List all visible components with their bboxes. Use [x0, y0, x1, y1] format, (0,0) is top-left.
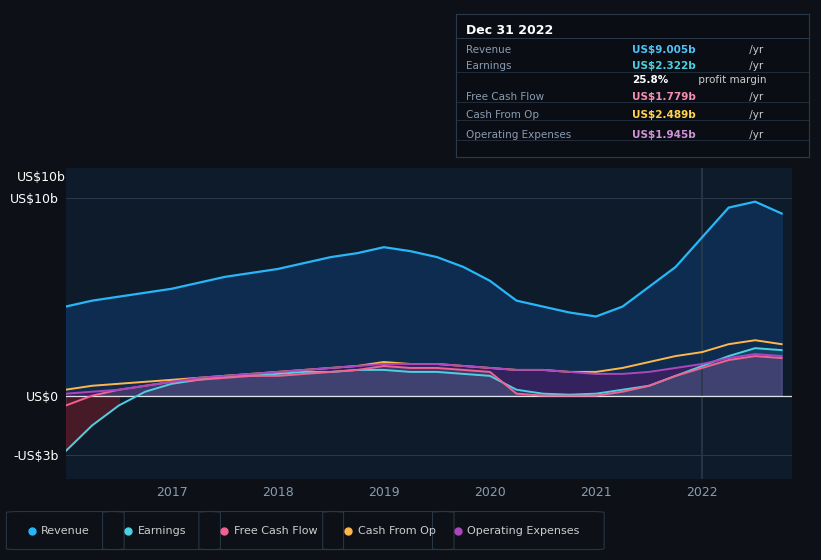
Text: US$10b: US$10b	[16, 171, 66, 184]
Text: /yr: /yr	[745, 110, 763, 120]
Text: Cash From Op: Cash From Op	[466, 110, 539, 120]
Text: profit margin: profit margin	[695, 74, 767, 85]
Text: /yr: /yr	[745, 92, 763, 102]
Text: US$2.489b: US$2.489b	[632, 110, 696, 120]
Text: Earnings: Earnings	[138, 526, 186, 535]
Text: US$1.779b: US$1.779b	[632, 92, 696, 102]
Text: US$2.322b: US$2.322b	[632, 61, 696, 71]
Text: Dec 31 2022: Dec 31 2022	[466, 24, 553, 37]
Text: Operating Expenses: Operating Expenses	[467, 526, 580, 535]
Text: Operating Expenses: Operating Expenses	[466, 130, 571, 139]
Text: Revenue: Revenue	[466, 45, 511, 55]
Text: Cash From Op: Cash From Op	[358, 526, 436, 535]
Text: 25.8%: 25.8%	[632, 74, 668, 85]
Text: Earnings: Earnings	[466, 61, 511, 71]
Text: /yr: /yr	[745, 130, 763, 139]
Text: /yr: /yr	[745, 61, 763, 71]
Text: Free Cash Flow: Free Cash Flow	[466, 92, 544, 102]
Text: /yr: /yr	[745, 45, 763, 55]
Text: US$1.945b: US$1.945b	[632, 130, 696, 139]
Text: US$9.005b: US$9.005b	[632, 45, 695, 55]
Text: Revenue: Revenue	[41, 526, 90, 535]
Text: Free Cash Flow: Free Cash Flow	[234, 526, 318, 535]
